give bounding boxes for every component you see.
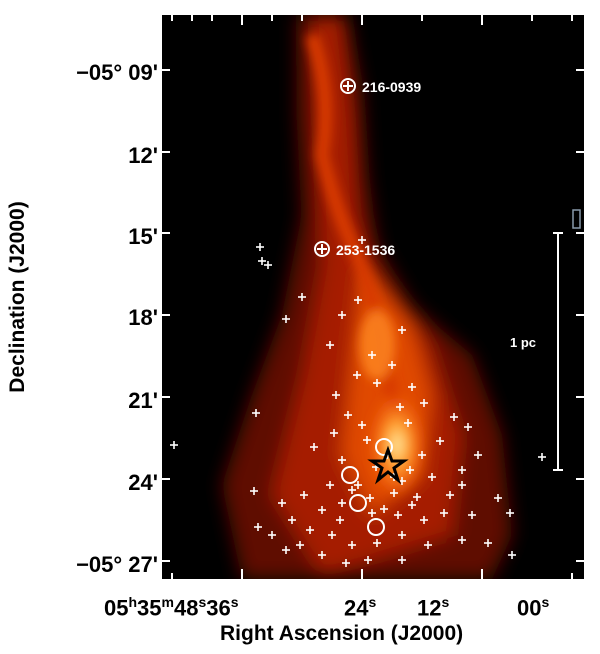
circle-marker	[349, 494, 367, 512]
circle-marker	[375, 438, 393, 456]
y-tick-label: 21'	[128, 388, 158, 413]
y-tick-label: −05° 27'	[76, 552, 158, 577]
x-tick-label-first: 05h35m48s36s	[104, 594, 239, 621]
x-tick-label: 24s	[344, 594, 377, 621]
y-tick-label: −05° 09'	[76, 60, 158, 85]
star-outline-icon	[367, 445, 409, 485]
cross-marker-icon	[170, 236, 546, 567]
circle-marker-group	[314, 78, 393, 536]
source-label-253: 253-1536	[336, 242, 395, 258]
scale-bar	[553, 232, 563, 471]
scale-marker-box	[572, 209, 581, 229]
source-label-216: 216-0939	[362, 79, 421, 95]
x-tick-label: 12s	[417, 594, 450, 621]
x-axis-label: Right Ascension (J2000)	[220, 622, 464, 645]
scale-bar-label: 1 pc	[510, 335, 536, 350]
y-tick-label: 18'	[128, 305, 158, 330]
x-tick-label: 00s	[517, 594, 550, 621]
circle-plus-icon	[314, 241, 330, 257]
y-tick-label: 12'	[128, 143, 158, 168]
y-tick-label: 24'	[128, 470, 158, 495]
circle-plus-icon	[340, 78, 356, 94]
y-tick-label: 15'	[128, 224, 158, 249]
frame-ticks	[162, 15, 584, 579]
circle-marker	[341, 466, 359, 484]
emission-map-image: 216-0939 253-1536 1 pc	[162, 15, 584, 579]
circle-marker	[367, 518, 385, 536]
